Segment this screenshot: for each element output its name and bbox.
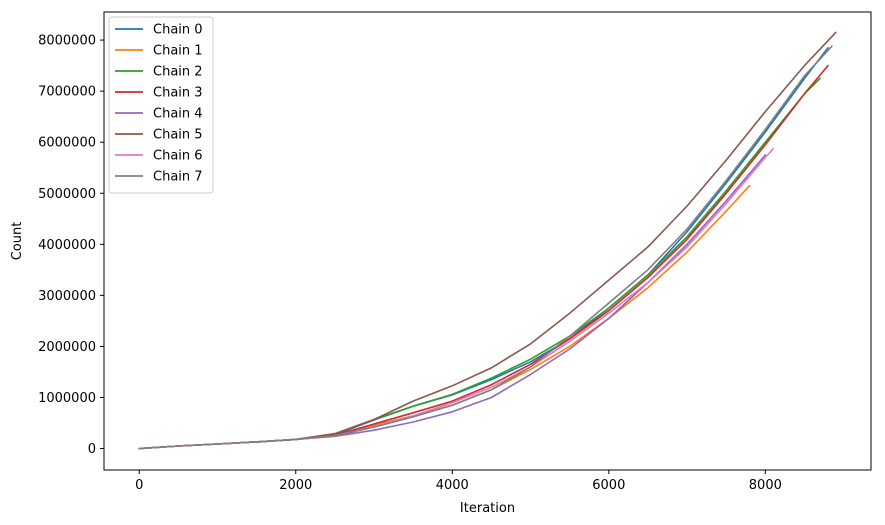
x-tick-label: 8000 [749, 478, 782, 493]
y-tick-label: 8000000 [38, 34, 96, 49]
axes-frame [103, 11, 872, 471]
x-tick-label: 0 [135, 478, 143, 493]
y-tick-label: 7000000 [38, 85, 96, 100]
x-tick-label: 4000 [436, 478, 469, 493]
series-line-chain-7 [138, 45, 833, 450]
legend-label-chain-0: Chain 0 [153, 23, 203, 38]
y-tick-label: 5000000 [38, 187, 96, 202]
y-tick-label: 3000000 [38, 289, 96, 304]
y-tick-label: 2000000 [38, 340, 96, 355]
legend: Chain 0 Chain 1 Chain 2 Chain 3 Chain 4 Chain… [108, 16, 214, 194]
x-axis: 0 2000 4000 6000 8000 [135, 470, 782, 493]
legend-label-chain-4: Chain 4 [153, 107, 203, 122]
y-tick-label: 1000000 [38, 391, 96, 406]
legend-label-chain-6: Chain 6 [153, 149, 203, 164]
legend-label-chain-5: Chain 5 [153, 128, 203, 143]
legend-label-chain-1: Chain 1 [153, 44, 203, 59]
y-axis: 0 1000000 2000000 3000000 4000000 5000000 6000… [38, 34, 104, 457]
legend-label-chain-2: Chain 2 [153, 65, 203, 80]
y-tick-label: 6000000 [38, 136, 96, 151]
x-tick-label: 2000 [279, 478, 312, 493]
x-axis-label: Iteration [460, 501, 515, 516]
legend-label-chain-3: Chain 3 [153, 86, 203, 101]
y-tick-label: 0 [88, 442, 96, 457]
legend-box [108, 16, 214, 194]
legend-label-chain-7: Chain 7 [153, 170, 203, 185]
y-tick-label: 4000000 [38, 238, 96, 253]
x-tick-label: 6000 [592, 478, 625, 493]
plot-area [138, 31, 837, 450]
y-axis-label: Count [10, 222, 25, 261]
